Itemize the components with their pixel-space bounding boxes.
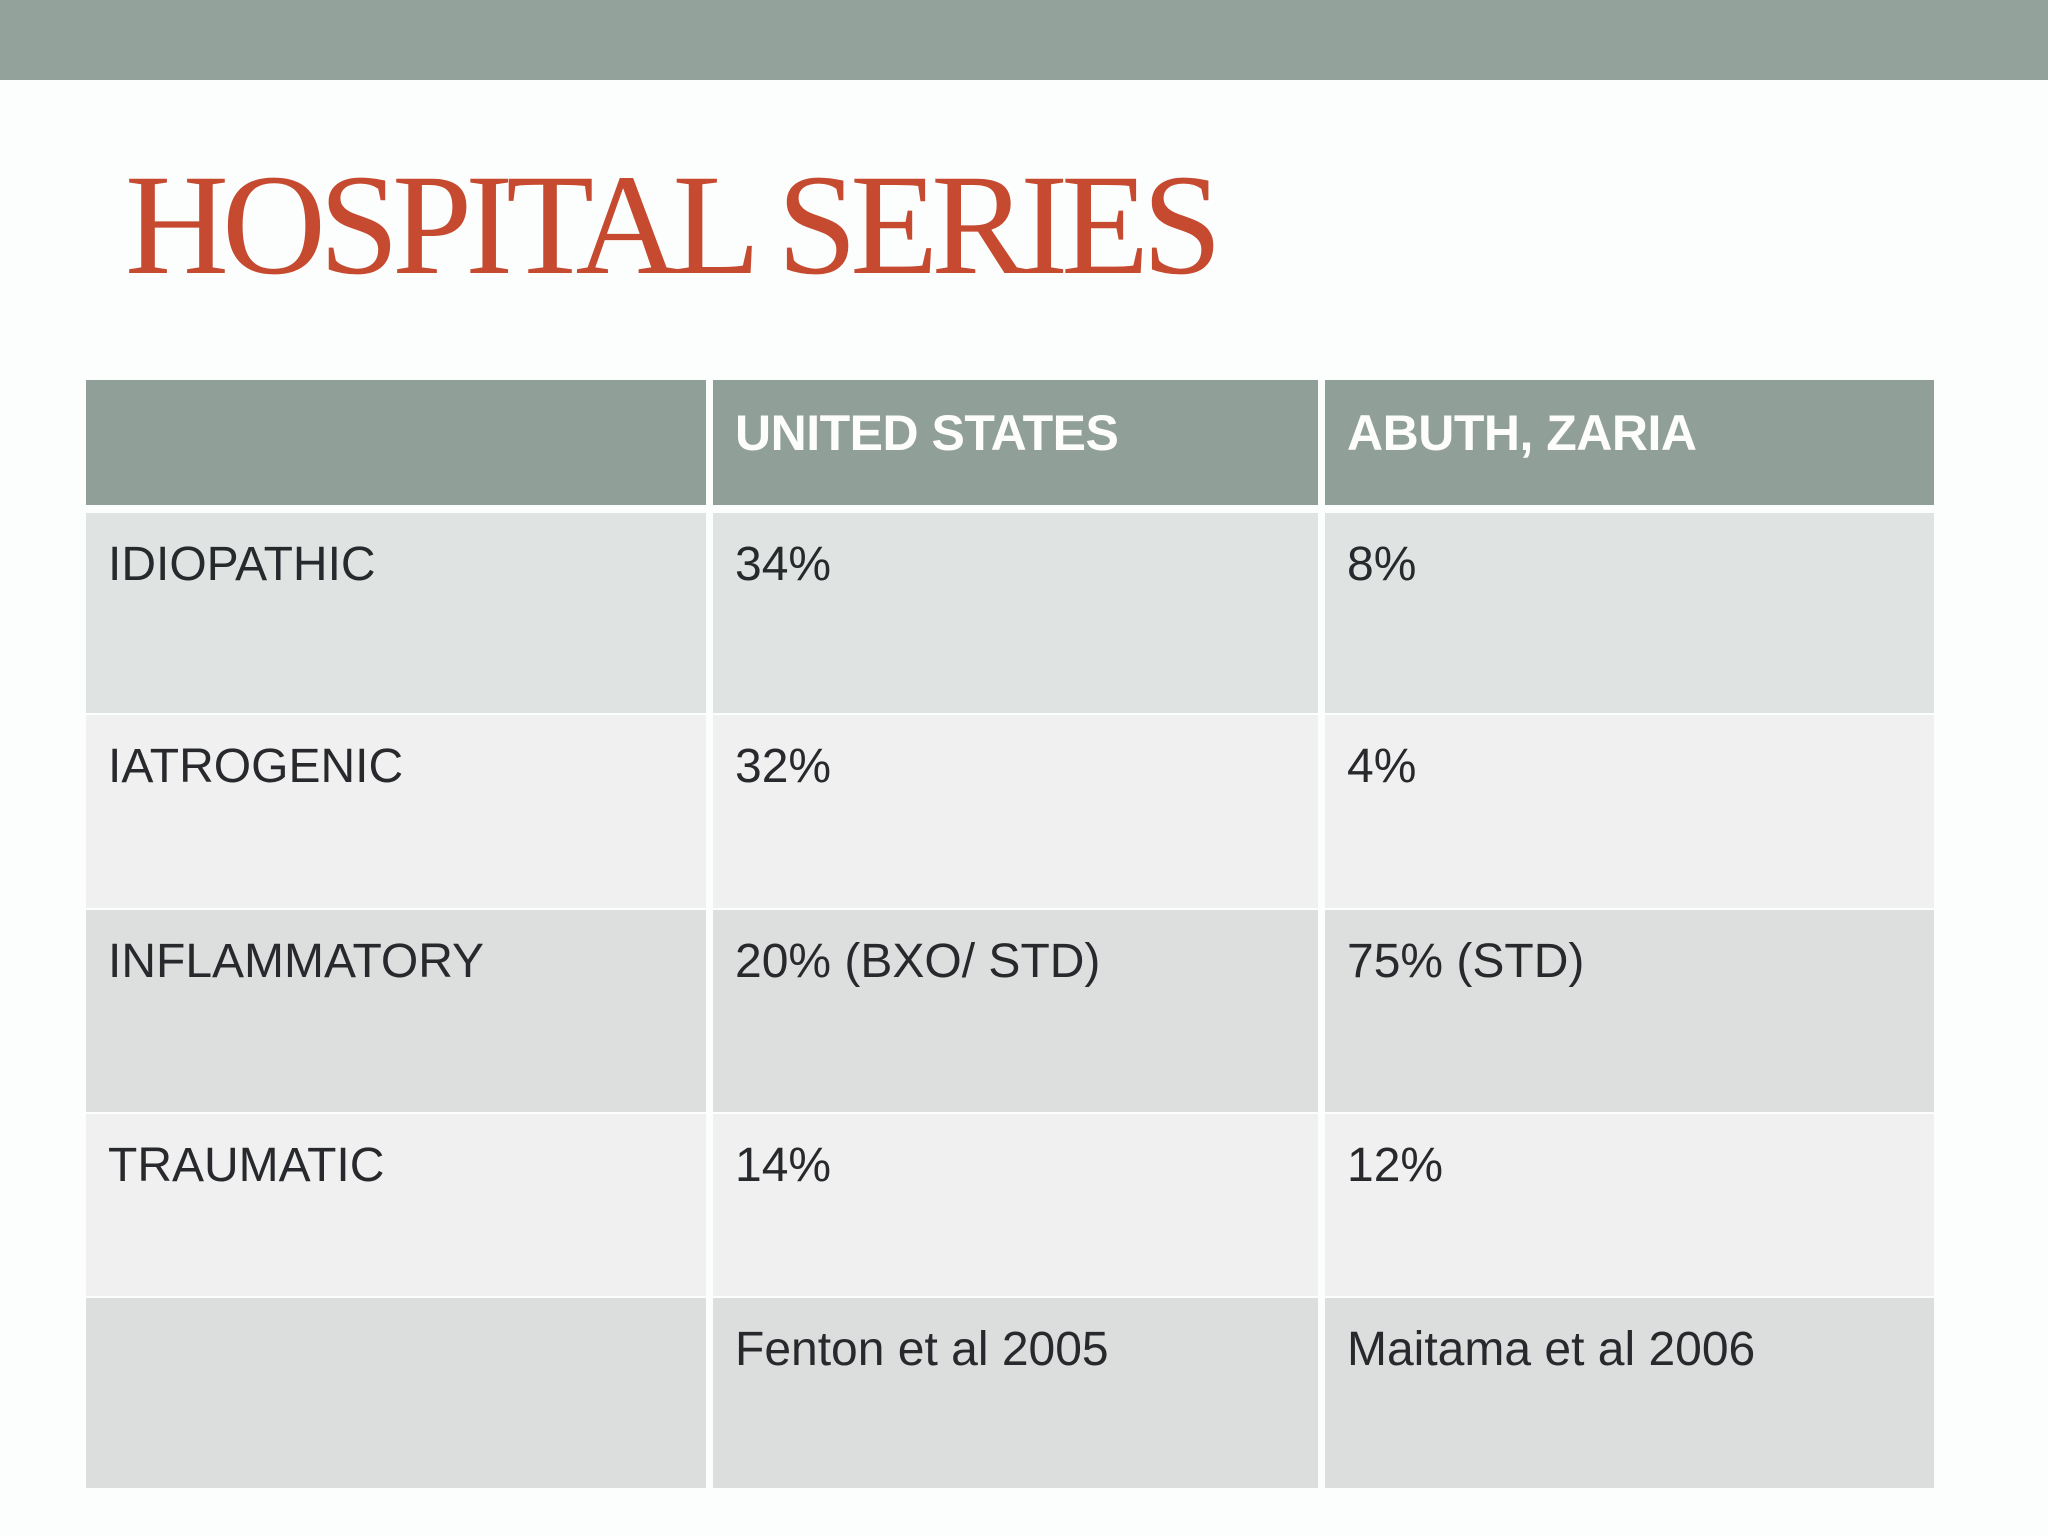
- row-label-inflammatory: INFLAMMATORY: [86, 910, 706, 1112]
- header-cell-empty: [86, 380, 706, 505]
- cell-inflammatory-us: 20% (BXO/ STD): [713, 910, 1318, 1112]
- row-label-iatrogenic: IATROGENIC: [86, 715, 706, 908]
- cell-iatrogenic-us: 32%: [713, 715, 1318, 908]
- cell-traumatic-us: 14%: [713, 1114, 1318, 1296]
- slide-title: HOSPITAL SERIES: [125, 146, 1222, 305]
- hospital-series-table: UNITED STATES ABUTH, ZARIA IDIOPATHIC 34…: [86, 380, 1934, 1488]
- cell-traumatic-abuth: 12%: [1325, 1114, 1934, 1296]
- table-body: IDIOPATHIC 34% 8% IATROGENIC 32% 4% INFL…: [86, 513, 1934, 1488]
- header-cell-united-states: UNITED STATES: [713, 380, 1318, 505]
- cell-source-us: Fenton et al 2005: [713, 1298, 1318, 1488]
- top-accent-bar: [0, 0, 2048, 80]
- header-cell-abuth-zaria: ABUTH, ZARIA: [1325, 380, 1934, 505]
- row-label-idiopathic: IDIOPATHIC: [86, 513, 706, 713]
- cell-iatrogenic-abuth: 4%: [1325, 715, 1934, 908]
- cell-inflammatory-abuth: 75% (STD): [1325, 910, 1934, 1112]
- row-label-sources-empty: [86, 1298, 706, 1488]
- cell-idiopathic-abuth: 8%: [1325, 513, 1934, 713]
- table-header-row: UNITED STATES ABUTH, ZARIA: [86, 380, 1934, 505]
- row-label-traumatic: TRAUMATIC: [86, 1114, 706, 1296]
- cell-source-abuth: Maitama et al 2006: [1325, 1298, 1934, 1488]
- cell-idiopathic-us: 34%: [713, 513, 1318, 713]
